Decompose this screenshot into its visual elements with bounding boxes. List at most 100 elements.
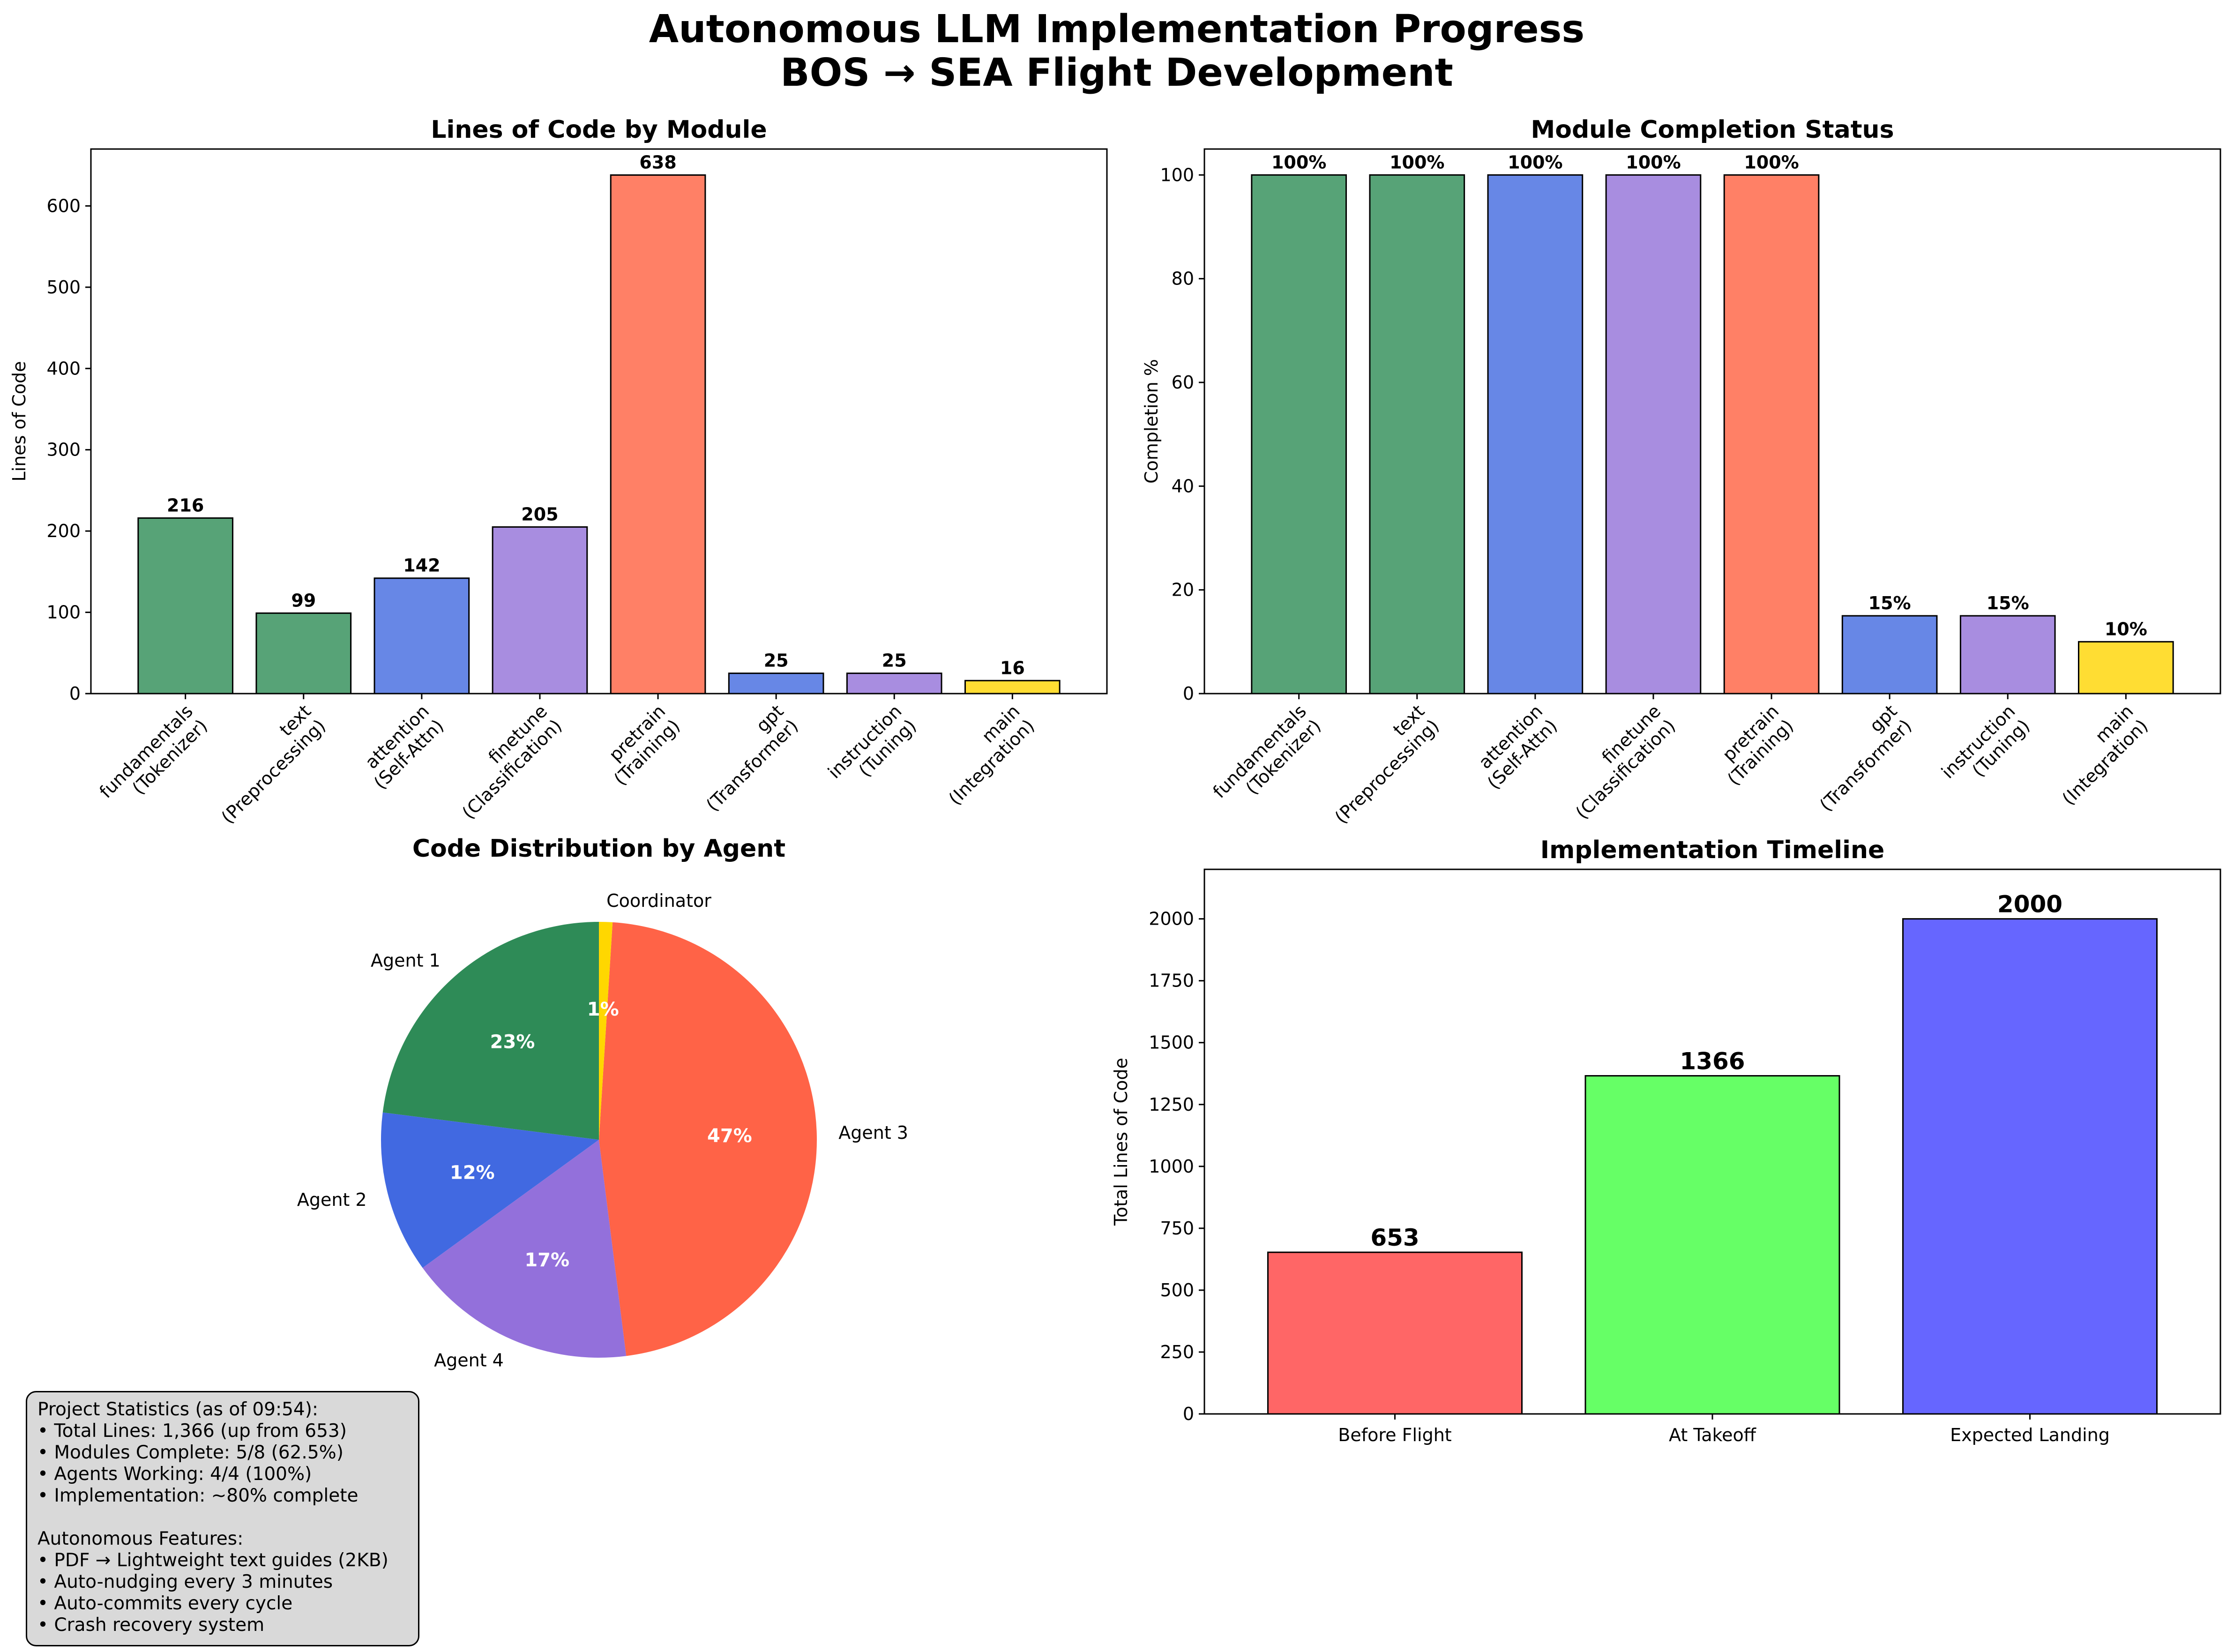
bar-value-label: 99 [291,590,316,611]
y-tick-label: 0 [1183,1404,1194,1424]
pie-category-label: Agent 2 [297,1189,367,1210]
stats-line: • PDF → Lightweight text guides (2KB) [37,1550,389,1571]
bar-value-label: 100% [1744,152,1799,172]
figure-title-line1: Autonomous LLM Implementation Progress [649,7,1584,52]
x-tick-label: Before Flight [1338,1425,1451,1445]
stats-line: Project Statistics (as of 09:54): [37,1399,319,1420]
chart-title: Lines of Code by Module [431,116,767,144]
y-tick-label: 500 [1160,1280,1194,1301]
bar-value-label: 100% [1508,152,1562,172]
bar [1584,1075,1840,1415]
bar [1902,918,2158,1415]
x-tick-label: Expected Landing [1950,1425,2110,1445]
pie-chart: Code Distribution by Agent 23% Agent 1 12% A… [297,835,908,1370]
pie-slice [599,922,817,1356]
bar [1487,174,1584,695]
bar [728,673,824,695]
bar [374,577,470,695]
x-tick-label: attention(Self-Attn) [355,701,448,793]
stats-spacer [37,1507,408,1528]
bar [1251,174,1347,695]
bar-value-label: 100% [1390,152,1444,172]
stats-line: • Total Lines: 1,366 (up from 653) [37,1420,347,1442]
y-axis-label: Total Lines of Code [1111,1058,1131,1226]
bar-value-label: 142 [403,555,440,576]
x-tick-label: pretrain(Training) [595,701,684,789]
bar-value-label: 25 [882,650,907,671]
bar [964,680,1061,695]
pie-percent-label: 47% [707,1125,752,1147]
y-tick-label: 250 [1160,1342,1194,1362]
pie-category-label: Agent 3 [838,1122,908,1143]
bar [846,673,942,695]
axes-frame [1203,868,2221,1415]
bar [610,174,706,695]
x-tick-label: pretrain(Training) [1709,701,1797,789]
pie-percent-label: 12% [450,1162,495,1183]
stats-line: • Implementation: ~80% complete [37,1485,359,1506]
pie-slice [382,922,599,1140]
bar-value-label: 10% [2105,619,2147,639]
stats-line: • Auto-nudging every 3 minutes [37,1571,333,1592]
chart-title: Module Completion Status [1531,116,1894,144]
chart-title: Code Distribution by Agent [412,835,785,863]
bar [1841,615,1938,695]
chart-title: Implementation Timeline [1540,836,1884,864]
y-tick-label: 1750 [1149,971,1194,991]
pie-slice [381,1112,599,1268]
bar-value-label: 1366 [1680,1048,1745,1075]
bar-value-label: 216 [167,495,204,516]
x-tick-label: fundamentals(Tokenizer) [96,701,211,816]
pie-category-label: Agent 1 [371,950,441,971]
x-tick-label: text(Preprocessing) [1316,701,1443,828]
bar [1605,174,1702,695]
bar [1959,615,2056,695]
pie-percent-label: 1% [587,999,619,1020]
x-tick-label: gpt(Transformer) [1801,701,1915,815]
y-tick-label: 0 [1183,683,1194,704]
stats-line: Autonomous Features: [37,1528,244,1549]
x-tick-label: instruction(Tuning) [824,701,920,797]
y-tick-label: 100 [1160,164,1194,185]
bar-value-label: 15% [1987,593,2029,613]
y-tick-label: 300 [46,440,81,460]
axes-frame [1203,148,2221,695]
x-tick-label: At Takeoff [1669,1425,1756,1445]
y-tick-label: 60 [1172,372,1194,393]
axes-frame [90,148,1108,695]
bar [255,612,352,695]
y-tick-label: 1500 [1149,1032,1194,1053]
bar-value-label: 653 [1370,1224,1419,1251]
y-tick-label: 2000 [1149,909,1194,929]
bar-value-label: 100% [1626,152,1681,172]
y-tick-label: 40 [1172,476,1194,496]
pie-slice [599,922,613,1140]
bar-value-label: 2000 [1997,891,2062,918]
x-tick-label: fundamentals(Tokenizer) [1209,701,1325,816]
y-tick-label: 20 [1172,580,1194,600]
bar-chart: Implementation Timeline Total Lines of Co… [1111,836,2221,1445]
x-tick-label: attention(Self-Attn) [1469,701,1561,793]
y-tick-label: 750 [1160,1218,1194,1239]
y-tick-label: 600 [46,195,81,216]
stats-line: • Agents Working: 4/4 (100%) [37,1464,312,1485]
bar [1723,174,1820,695]
bar-value-label: 100% [1271,152,1326,172]
y-tick-label: 1000 [1149,1156,1194,1177]
bar-value-label: 205 [521,504,558,524]
y-axis-label: Completion % [1141,359,1162,484]
x-tick-label: finetune(Classification) [443,701,566,823]
bar-value-label: 16 [1000,658,1025,678]
bar-chart: Module Completion Status Completion % 0 20 4… [1141,116,2221,828]
x-tick-label: text(Preprocessing) [203,701,330,828]
bar [1369,174,1465,695]
bar [492,526,588,695]
bar-value-label: 638 [639,152,676,172]
bar [2077,641,2174,695]
y-axis-label: Lines of Code [9,361,30,481]
pie-slice [422,1140,627,1358]
y-tick-label: 100 [46,602,81,623]
x-tick-label: finetune(Classification) [1557,701,1679,823]
bar-chart: Lines of Code by Module Lines of Code 0 100… [9,116,1108,828]
